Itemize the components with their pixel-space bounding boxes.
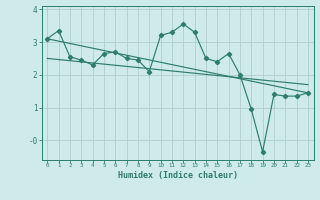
X-axis label: Humidex (Indice chaleur): Humidex (Indice chaleur) xyxy=(118,171,237,180)
